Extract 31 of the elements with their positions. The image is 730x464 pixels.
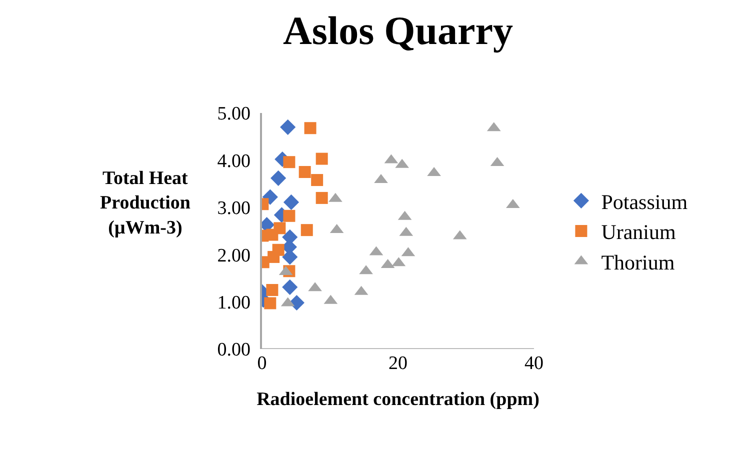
y-axis-title: Total Heat Production (µWm-3) [100,168,191,238]
y-tick-label: 5.00 [217,104,250,125]
legend-label: Uranium [601,220,676,244]
point [272,244,284,256]
point [283,210,296,222]
point [280,119,296,135]
x-tick-label: 20 [388,353,408,374]
y-tick-label: 1.00 [217,292,250,314]
x-axis-title: Radioelement concentration (ppm) [256,388,540,410]
point [304,122,316,134]
chart-title: Aslos Quarry [283,8,513,54]
point [270,170,286,186]
point [316,192,328,204]
y-tick-label: 0.00 [217,340,250,361]
y-tick-label: 2.00 [217,245,250,266]
legend-label: Potassium [601,190,688,214]
legend-label: Thorium [601,250,675,274]
point [283,156,296,168]
point [311,174,324,186]
point [300,224,313,236]
y-tick-label: 3.00 [217,198,250,220]
point [266,284,278,296]
point [316,152,328,165]
point [282,279,298,295]
x-tick-label: 40 [524,353,544,374]
point [283,194,300,210]
y-tick-label: 4.00 [217,150,250,172]
point [266,228,278,241]
x-tick-label: 0 [257,353,267,374]
point [264,297,276,310]
point [298,166,311,178]
